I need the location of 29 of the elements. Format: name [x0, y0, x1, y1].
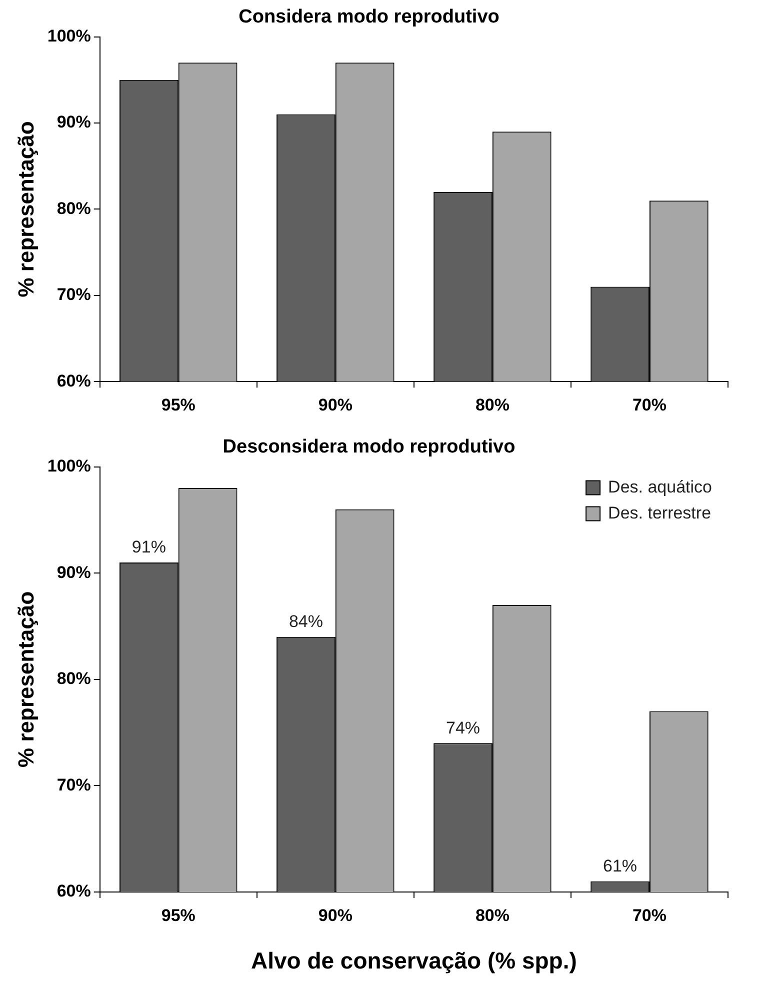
data-label: 74% [446, 718, 480, 738]
data-label: 61% [603, 856, 638, 876]
y-axis-title: % representação [13, 591, 38, 768]
x-tick-label: 80% [475, 395, 510, 414]
y-tick-label: 90% [56, 112, 91, 132]
x-tick-label: 80% [475, 906, 510, 925]
x-tick-label: 90% [318, 906, 352, 925]
x-tick-label: 70% [632, 906, 666, 925]
y-axis-title: % representação [13, 121, 38, 298]
x-tick-label: 95% [161, 906, 196, 925]
y-tick-label: 100% [47, 456, 91, 476]
chart-title: Desconsidera modo reprodutivo [222, 436, 516, 458]
legend-label: Des. terrestre [608, 503, 712, 522]
x-tick-label: 95% [161, 395, 196, 414]
y-tick-label: 90% [56, 562, 91, 582]
x-axis-title: Alvo de conservação (% spp.) [250, 948, 577, 974]
x-tick-label: 90% [318, 395, 352, 414]
data-label: 91% [132, 538, 166, 557]
x-tick-label: 70% [632, 395, 666, 414]
y-tick-label: 100% [47, 26, 91, 46]
y-tick-label: 70% [56, 285, 91, 304]
legend-label: Des. aquático [608, 477, 712, 496]
y-tick-label: 80% [56, 198, 91, 218]
y-tick-label: 60% [56, 882, 91, 901]
y-tick-label: 60% [56, 371, 91, 390]
data-label: 84% [288, 612, 323, 632]
y-tick-label: 80% [56, 669, 91, 688]
y-tick-label: 70% [56, 775, 91, 794]
chart-title: Considera modo reprodutivo [238, 6, 500, 28]
